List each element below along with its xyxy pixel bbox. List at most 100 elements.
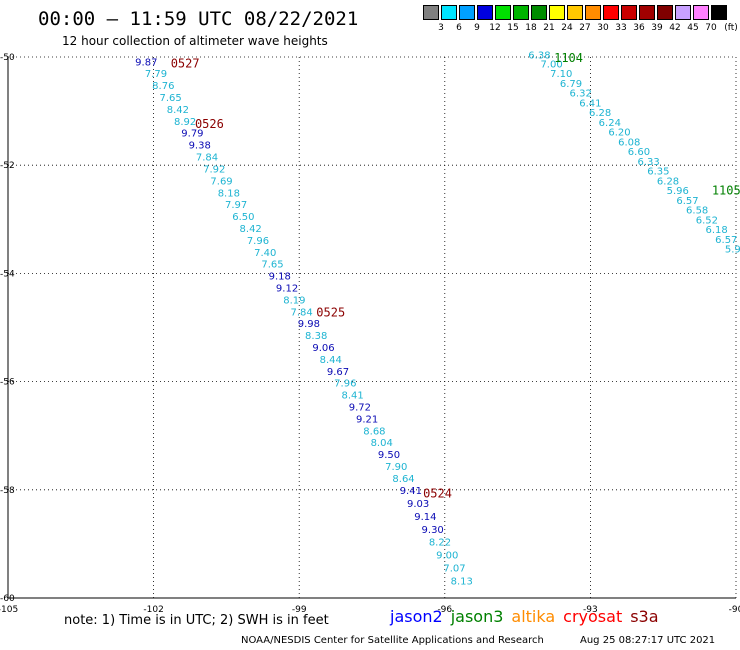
footer-note: note: 1) Time is in UTC; 2) SWH is in fe… [64,613,329,628]
wave-height-value: 6.41 [579,98,601,109]
wave-height-value: 6.20 [608,128,630,139]
wave-height-value: 9.00 [436,551,458,562]
x-tick-label: -96 [437,605,452,615]
wave-height-value: 6.08 [618,137,640,148]
wave-height-value: 6.60 [628,147,650,158]
satellite-altika: altika [511,607,556,626]
wave-height-value: 9.41 [400,486,422,497]
wave-height-value: 8.44 [320,355,342,366]
wave-height-value: 9.12 [276,283,298,294]
wave-height-value: 6.33 [638,157,660,168]
legend-swatch [711,5,727,20]
credit-text: NOAA/NESDIS Center for Satellite Applica… [241,635,544,646]
y-tick-label: -56 [0,378,15,388]
y-tick-label: -54 [0,269,15,279]
wave-height-value: 5.97 [725,245,740,256]
wave-height-value: 9.18 [269,272,291,283]
wave-height-value: 9.14 [414,512,436,523]
wave-height-value: 6.28 [657,176,679,187]
legend-label: 18 [525,23,537,33]
pass-time-label: 1105 [712,184,740,198]
wave-height-value: 7.07 [443,564,465,575]
legend-swatch [693,5,709,20]
legend-unit: (ft) [724,23,738,33]
pass-time-label: 1104 [554,51,583,65]
legend-swatch [459,5,475,20]
wave-height-value: 7.90 [385,462,407,473]
satellite-cryosat: cryosat [563,607,623,626]
wave-height-value: 9.72 [349,402,371,413]
pass-time-label: 0526 [195,117,224,131]
legend-swatch [477,5,493,20]
wave-height-value: 6.32 [570,89,592,100]
legend-swatch [585,5,601,20]
wave-height-value: 9.03 [407,499,429,510]
x-tick-label: -102 [143,605,163,615]
legend-swatch [513,5,529,20]
legend-label: 30 [597,23,609,33]
wave-height-value: 8.19 [283,295,305,306]
x-tick-label: -93 [583,605,598,615]
legend-label: 21 [543,23,555,33]
x-tick-label: -90 [729,605,740,615]
satellite-jason2: jason2 [390,607,443,626]
wave-height-value: 6.18 [705,225,727,236]
legend-label: 12 [489,23,501,33]
wave-height-value: 7.96 [247,236,269,247]
legend-label: 42 [669,23,681,33]
y-tick-label: -50 [0,53,15,63]
legend-swatch [675,5,691,20]
wave-height-value: 9.06 [312,343,334,354]
y-tick-label: -52 [0,161,15,171]
legend-swatch [639,5,655,20]
wave-height-value: 9.87 [135,57,157,68]
wave-height-value: 7.69 [210,176,232,187]
wave-height-value: 6.58 [686,206,708,217]
wave-height-value: 7.97 [225,200,247,211]
satellite-jason3: jason3 [450,607,504,626]
wave-height-value: 9.98 [298,319,320,330]
wave-height-value: 7.84 [196,153,218,164]
wave-height-value: 8.92 [174,117,196,128]
y-tick-label: -58 [0,486,15,496]
legend-swatch [441,5,457,20]
x-tick-label: -99 [292,605,307,615]
wave-height-value: 8.42 [167,105,189,116]
pass-time-label: 0524 [423,487,452,501]
wave-height-value: 6.24 [599,118,621,129]
wave-height-value: 7.79 [145,69,167,80]
pass-time-label: 0527 [171,56,200,70]
wave-height-value: 8.76 [152,81,174,92]
legend-swatch [657,5,673,20]
wave-height-value: 7.65 [261,260,283,271]
wave-height-value: 9.79 [181,129,203,140]
wave-height-value: 9.21 [356,414,378,425]
wave-height-value: 6.38 [528,50,550,61]
legend-swatch [495,5,511,20]
wave-height-value: 6.57 [715,235,737,246]
wave-height-value: 8.64 [392,474,414,485]
legend-swatch [621,5,637,20]
satellite-key: jason2 jason3 altika cryosat s3a [390,607,667,626]
wave-height-value: 8.68 [363,426,385,437]
wave-height-value: 8.18 [218,188,240,199]
wave-height-value: 7.92 [203,164,225,175]
wave-height-value: 9.38 [189,141,211,152]
map-subtitle: 12 hour collection of altimeter wave hei… [62,34,328,48]
wave-height-value: 8.42 [240,224,262,235]
wave-height-value: 8.13 [451,577,473,588]
wave-height-value: 9.50 [378,450,400,461]
wave-height-value: 8.22 [429,538,451,549]
wave-height-value: 8.04 [371,438,393,449]
legend-label: 6 [456,23,462,33]
wave-height-value: 6.79 [560,79,582,90]
wave-height-value: 7.84 [290,307,312,318]
legend-label: 36 [633,23,645,33]
legend-swatch [567,5,583,20]
legend-swatch [603,5,619,20]
pass-time-label: 0525 [316,305,345,319]
wave-height-value: 5.96 [667,186,689,197]
legend-label: 45 [687,23,699,33]
legend-label: 3 [438,23,444,33]
